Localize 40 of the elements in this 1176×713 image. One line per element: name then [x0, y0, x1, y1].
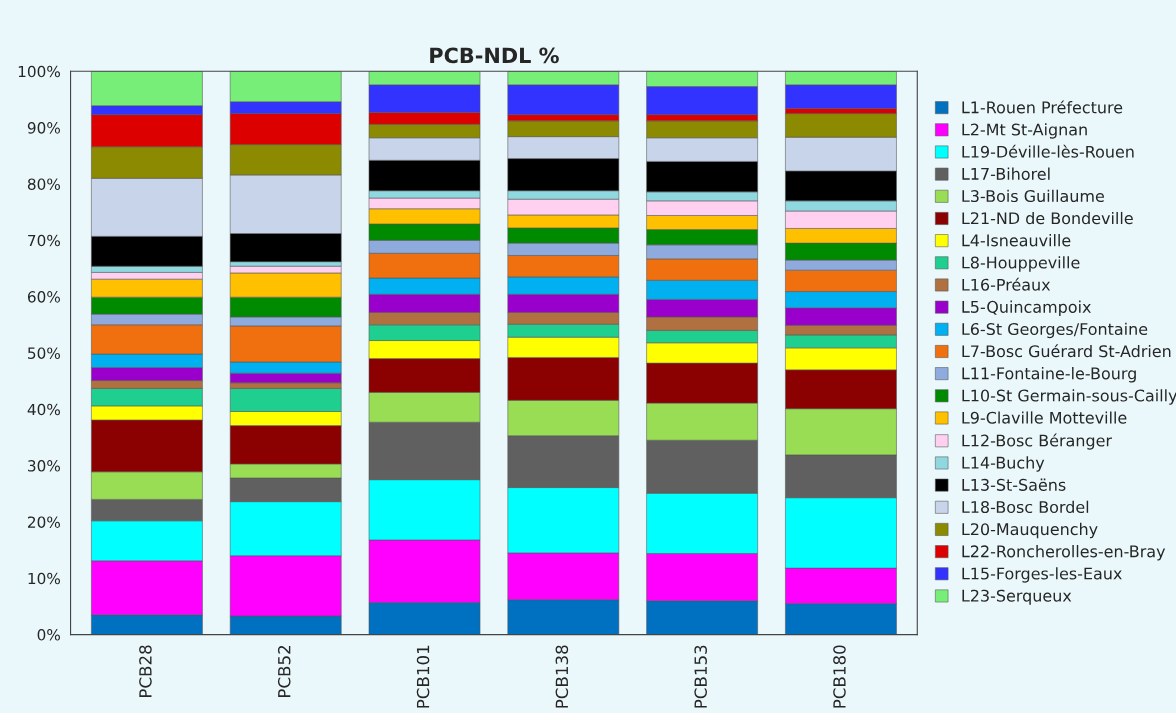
legend-label: L17-Bihorel — [962, 167, 1050, 180]
legend-label: L2-Mt St-Aignan — [962, 123, 1087, 139]
x-tick-label: PCB28 — [139, 645, 152, 697]
legend-label: L13-St-Saëns — [962, 478, 1066, 491]
legend-label: L5-Quincampoix — [962, 300, 1091, 317]
x-tick-label: PCB101 — [416, 645, 430, 708]
legend-label: L9-Claville Motteville — [962, 411, 1127, 424]
legend-label: L4-Isneauville — [962, 234, 1071, 247]
legend-label: L20-Mauquenchy — [962, 522, 1098, 539]
x-tick-label: PCB180 — [833, 645, 846, 708]
legend-label: L15-Forges-les-Eaux — [962, 567, 1122, 583]
y-tick-label: 20% — [28, 516, 60, 528]
legend-label: L3-Bois Guillaume — [962, 189, 1104, 203]
x-tick-label: PCB52 — [277, 645, 291, 697]
y-tick-label: 100% — [18, 65, 60, 78]
legend-label: L23-Serqueux — [962, 589, 1072, 605]
x-tick-label: PCB153 — [694, 645, 707, 708]
y-tick-label: 30% — [28, 460, 60, 472]
y-tick-label: 80% — [27, 178, 60, 190]
legend-label: L6-St Georges/Fontaine — [962, 322, 1148, 339]
y-tick-label: 60% — [27, 291, 60, 303]
chart-title: PCB-NDL % — [430, 47, 559, 64]
legend-label: L14-Buchy — [962, 456, 1045, 472]
x-tick-label: PCB138 — [555, 645, 569, 708]
legend-label: L22-Roncherolles-en-Bray — [962, 545, 1166, 561]
y-tick-label: 0% — [37, 629, 60, 641]
y-tick-label: 90% — [27, 122, 60, 134]
legend-label: L11-Fontaine-le-Bourg — [962, 367, 1136, 383]
y-tick-label: 40% — [27, 403, 60, 416]
y-tick-label: 50% — [28, 347, 60, 359]
legend-label: L21-ND de Bondeville — [962, 211, 1133, 225]
legend-label: L7-Bosc Guérard St-Adrien — [962, 344, 1171, 358]
legend-label: L19-Déville-lès-Rouen — [962, 144, 1134, 158]
legend-label: L12-Bosc Béranger — [962, 433, 1112, 450]
legend-label: L16-Préaux — [962, 277, 1051, 291]
legend-label: L1-Rouen Préfecture — [962, 100, 1123, 114]
y-tick-label: 10% — [28, 572, 60, 585]
legend-label: L18-Bosc Bordel — [962, 500, 1089, 514]
y-tick-label: 70% — [28, 234, 60, 247]
legend-label: L8-Houppeville — [962, 256, 1080, 272]
